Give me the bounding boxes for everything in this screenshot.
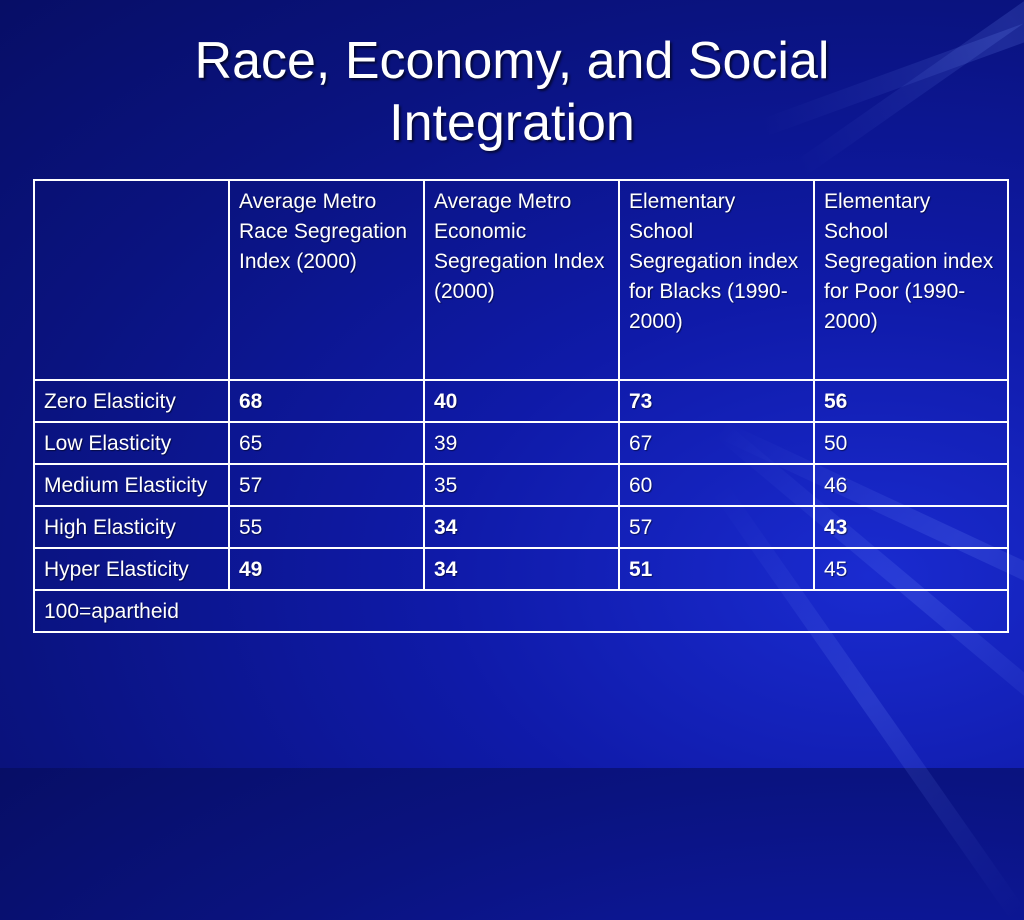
row-label: High Elasticity — [33, 505, 230, 549]
slide-title: Race, Economy, and Social Integration — [0, 30, 1024, 154]
title-line-1: Race, Economy, and Social — [194, 32, 830, 90]
table-row: Low Elasticity 65 39 67 50 — [33, 421, 1009, 465]
table-cell: 35 — [423, 463, 620, 507]
table-cell: 73 — [618, 379, 815, 423]
table-cell: 39 — [423, 421, 620, 465]
table-header-row: Average Metro Race Segregation Index (20… — [33, 179, 1009, 381]
row-label: Hyper Elasticity — [33, 547, 230, 591]
table-row: High Elasticity 55 34 57 43 — [33, 505, 1009, 549]
header-cell — [33, 179, 230, 381]
table-cell: 34 — [423, 505, 620, 549]
row-label: Zero Elasticity — [33, 379, 230, 423]
row-label: Low Elasticity — [33, 421, 230, 465]
table-footer-row: 100=apartheid — [33, 589, 1009, 633]
table-cell: 51 — [618, 547, 815, 591]
table-cell: 57 — [228, 463, 425, 507]
table-cell: 50 — [813, 421, 1009, 465]
table-cell: 68 — [228, 379, 425, 423]
table-cell: 55 — [228, 505, 425, 549]
row-label: Medium Elasticity — [33, 463, 230, 507]
title-line-2: Integration — [389, 94, 635, 152]
table-cell: 45 — [813, 547, 1009, 591]
table-cell: 40 — [423, 379, 620, 423]
footer-note: 100=apartheid — [33, 589, 1009, 633]
table-row: Medium Elasticity 57 35 60 46 — [33, 463, 1009, 507]
header-cell: Average Metro Race Segregation Index (20… — [228, 179, 425, 381]
table-cell: 49 — [228, 547, 425, 591]
segregation-table: Average Metro Race Segregation Index (20… — [33, 179, 1009, 633]
table-cell: 43 — [813, 505, 1009, 549]
table-cell: 67 — [618, 421, 815, 465]
table-cell: 65 — [228, 421, 425, 465]
header-cell: Elementary School Segregation index for … — [813, 179, 1009, 381]
table-row: Hyper Elasticity 49 34 51 45 — [33, 547, 1009, 591]
table-cell: 34 — [423, 547, 620, 591]
table-row: Zero Elasticity 68 40 73 56 — [33, 379, 1009, 423]
table-cell: 60 — [618, 463, 815, 507]
table-cell: 56 — [813, 379, 1009, 423]
table-cell: 57 — [618, 505, 815, 549]
table-cell: 46 — [813, 463, 1009, 507]
header-cell: Elementary School Segregation index for … — [618, 179, 815, 381]
header-cell: Average Metro Economic Segregation Index… — [423, 179, 620, 381]
